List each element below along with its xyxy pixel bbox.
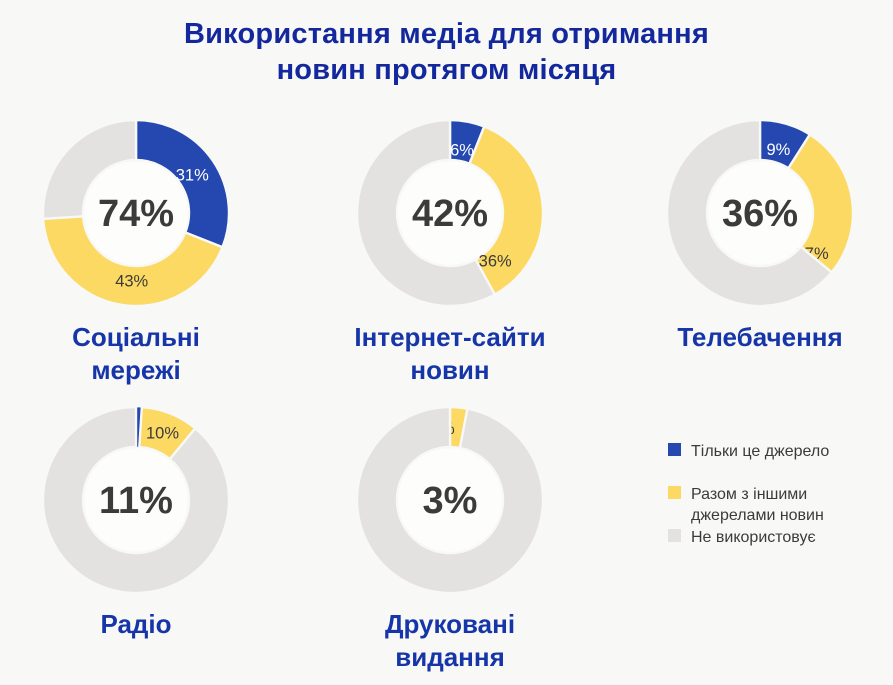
donut-cell-radio: 1%10%11% Радіо	[6, 405, 266, 641]
legend-item-not-used: Не використовує	[668, 527, 816, 548]
segment-value-label: 6%	[450, 142, 474, 160]
segment-value-label: 43%	[115, 272, 148, 290]
segment-value-label: 36%	[479, 253, 512, 271]
legend: Тільки це джерело Разом з іншими джерела…	[668, 441, 883, 551]
chart-label-radio: Радіо	[6, 608, 266, 641]
segment-value-label: 10%	[146, 425, 179, 443]
donut-hole	[82, 446, 190, 554]
donut-segment-with_other_sources	[41, 215, 225, 308]
donut-cell-news-websites: 6% 36% 42% Інтернет-сайти новин	[320, 118, 580, 387]
page-title-line-2: новин протягом місяця	[276, 54, 617, 86]
donut-segment-with_other_sources	[467, 124, 545, 297]
chart-label-television: Телебачення	[630, 321, 890, 354]
donut-hole	[396, 446, 504, 554]
legend-label-not-used: Не використовує	[691, 529, 816, 546]
segment-value-label: 31%	[176, 166, 209, 184]
donut-chart-social-networks: 31% 43% 74%	[41, 118, 231, 308]
donut-segment-not_used	[41, 118, 138, 221]
donut-segment-not_used	[665, 118, 834, 308]
donut-chart-radio: 1%10%11%	[41, 405, 231, 595]
legend-label-only-source: Тільки це джерело	[691, 443, 830, 460]
donut-center-value: 11%	[99, 480, 173, 522]
chart-label-print-media: Друковані видання	[320, 608, 580, 674]
donut-center-value: 74%	[98, 193, 174, 235]
donut-cell-print-media: 3%3% Друковані видання	[320, 405, 580, 674]
donut-segment-with_other_sources	[786, 132, 855, 274]
donut-hole	[396, 159, 504, 267]
chart-label-social-networks: Соціальні мережі	[6, 321, 266, 387]
donut-cell-television: 9% 27% 36% Телебачення	[630, 118, 890, 354]
chart-label-line: видання	[395, 642, 505, 672]
legend-swatch-yellow	[668, 486, 681, 499]
legend-item-only-source: Тільки це джерело	[668, 441, 829, 462]
donut-chart-news-websites: 6% 36% 42%	[355, 118, 545, 308]
donut-segment-not_used	[355, 405, 545, 595]
chart-label-line: Інтернет-сайти	[354, 322, 546, 352]
donut-cell-social-networks: 31% 43% 74% Соціальні мережі	[6, 118, 266, 387]
donut-center-value: 42%	[412, 193, 488, 235]
chart-label-line: Друковані	[384, 609, 516, 639]
legend-item-with-other-sources: Разом з іншими джерелами новин	[668, 484, 824, 526]
donut-center-value: 36%	[722, 193, 798, 235]
donut-chart-print-media: 3%3%	[355, 405, 545, 595]
chart-label-line: мережі	[91, 355, 181, 385]
legend-label-with-other-sources: Разом з іншими джерелами новин	[691, 486, 824, 524]
donut-segment-not_used	[41, 405, 231, 595]
donut-chart-television: 9%27%36%	[665, 118, 855, 308]
page-title-line-1: Використання медіа для отримання	[184, 18, 709, 50]
chart-label-news-websites: Інтернет-сайти новин	[320, 321, 580, 387]
legend-swatch-blue	[668, 443, 681, 456]
donut-hole	[82, 159, 190, 267]
donut-hole	[706, 159, 814, 267]
donut-segment-not_used	[355, 118, 497, 308]
chart-label-line: Соціальні	[72, 322, 200, 352]
donut-center-value: 3%	[423, 480, 478, 522]
chart-label-line: Радіо	[100, 609, 172, 639]
legend-swatch-gray	[668, 529, 681, 542]
segment-value-label: 9%	[766, 141, 790, 159]
chart-label-line: новин	[410, 355, 490, 385]
donut-segment-only_source	[134, 118, 231, 249]
chart-label-line: Телебачення	[677, 322, 843, 352]
page-title: Використання медіа для отримання новин п…	[0, 16, 893, 88]
